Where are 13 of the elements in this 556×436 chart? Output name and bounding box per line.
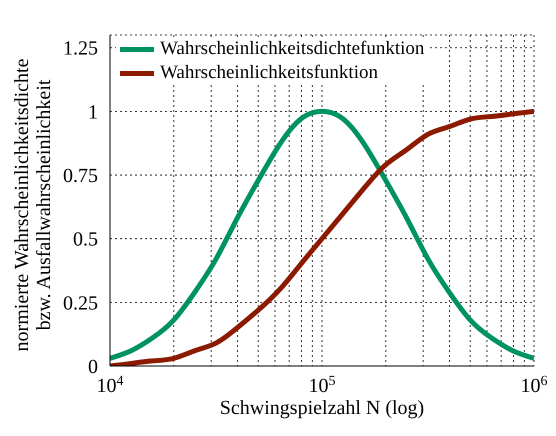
x-tick-label: 10$^{4}$ [96,374,124,397]
x-axis-title: Schwingspielzahl N (log) [220,397,424,419]
y-tick-label: 0.25 [63,292,98,314]
legend-label: Wahrscheinlichkeitsfunktion [160,61,378,85]
legend-label: Wahrscheinlichkeitsdichtefunktion [160,37,424,61]
y-tick-label: 0.75 [63,165,98,188]
y-tick-label: 1.25 [63,38,98,60]
y-tick-label: 0 [88,356,98,378]
x-tick-label: 10$^{6}$ [520,374,548,397]
x-tick-label: 10$^{5}$ [308,374,336,397]
y-axis-title: normierte Wahrscheinlichkeitsdichte bzw. Ausfallwahrscheinlichkeit [11,58,55,352]
y-tick-label: 0.5 [73,228,98,251]
y-tick-label: 1 [88,101,98,124]
